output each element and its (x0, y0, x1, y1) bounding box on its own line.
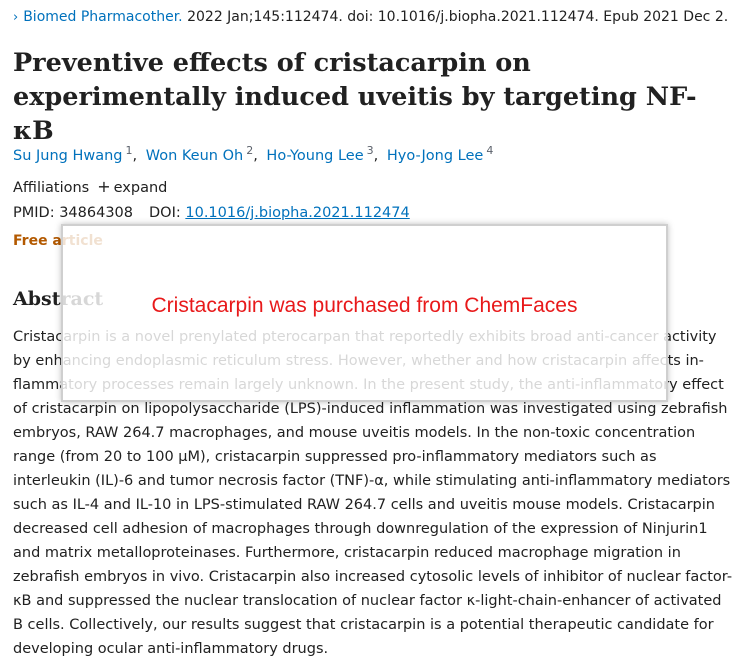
author-list: Su Jung Hwang 1, Won Keun Oh 2, Ho-Young L… (13, 140, 493, 167)
affiliation-ref[interactable]: 1 (125, 144, 133, 157)
doi-link[interactable]: 10.1016/j.biopha.2021.112474 (185, 205, 410, 221)
separator: , (132, 147, 138, 164)
overlay-note-text: Cristacarpin was purchased from ChemFace… (151, 294, 578, 317)
author-link[interactable]: Won Keun Oh (145, 147, 244, 164)
overlay-note-box: Cristacarpin was purchased from ChemFace… (61, 224, 668, 402)
chevron-right-icon: › (13, 10, 19, 25)
author-link[interactable]: Hyo-Jong Lee (386, 147, 484, 164)
pmid-value: 34864308 (59, 205, 134, 221)
author-link[interactable]: Su Jung Hwang (13, 147, 123, 164)
separator: , (373, 147, 379, 164)
identifiers-row: PMID: 34864308 DOI: 10.1016/j.biopha.2021… (13, 202, 410, 224)
expand-button[interactable]: expand (113, 180, 168, 196)
article-title: Preventive effects of cristacarpin on ex… (13, 48, 697, 146)
affiliations-row: Affiliations + expand (13, 176, 167, 199)
citation-details: 2022 Jan;145:112474. doi: 10.1016/j.biop… (182, 9, 729, 25)
affiliation-ref[interactable]: 2 (246, 144, 254, 157)
separator: , (253, 147, 258, 164)
author-link[interactable]: Ho-Young Lee (266, 147, 364, 164)
citation-line: › Biomed Pharmacother. 2022 Jan;145:11247… (13, 7, 728, 28)
affiliation-ref[interactable]: 3 (366, 144, 374, 157)
affiliations-label: Affiliations (13, 180, 90, 196)
affiliation-ref[interactable]: 4 (486, 144, 494, 157)
doi-label: DOI: (149, 205, 181, 221)
pmid-label: PMID: (13, 205, 55, 221)
plus-icon[interactable]: + (97, 177, 111, 196)
journal-link[interactable]: Biomed Pharmacother. (23, 9, 183, 25)
